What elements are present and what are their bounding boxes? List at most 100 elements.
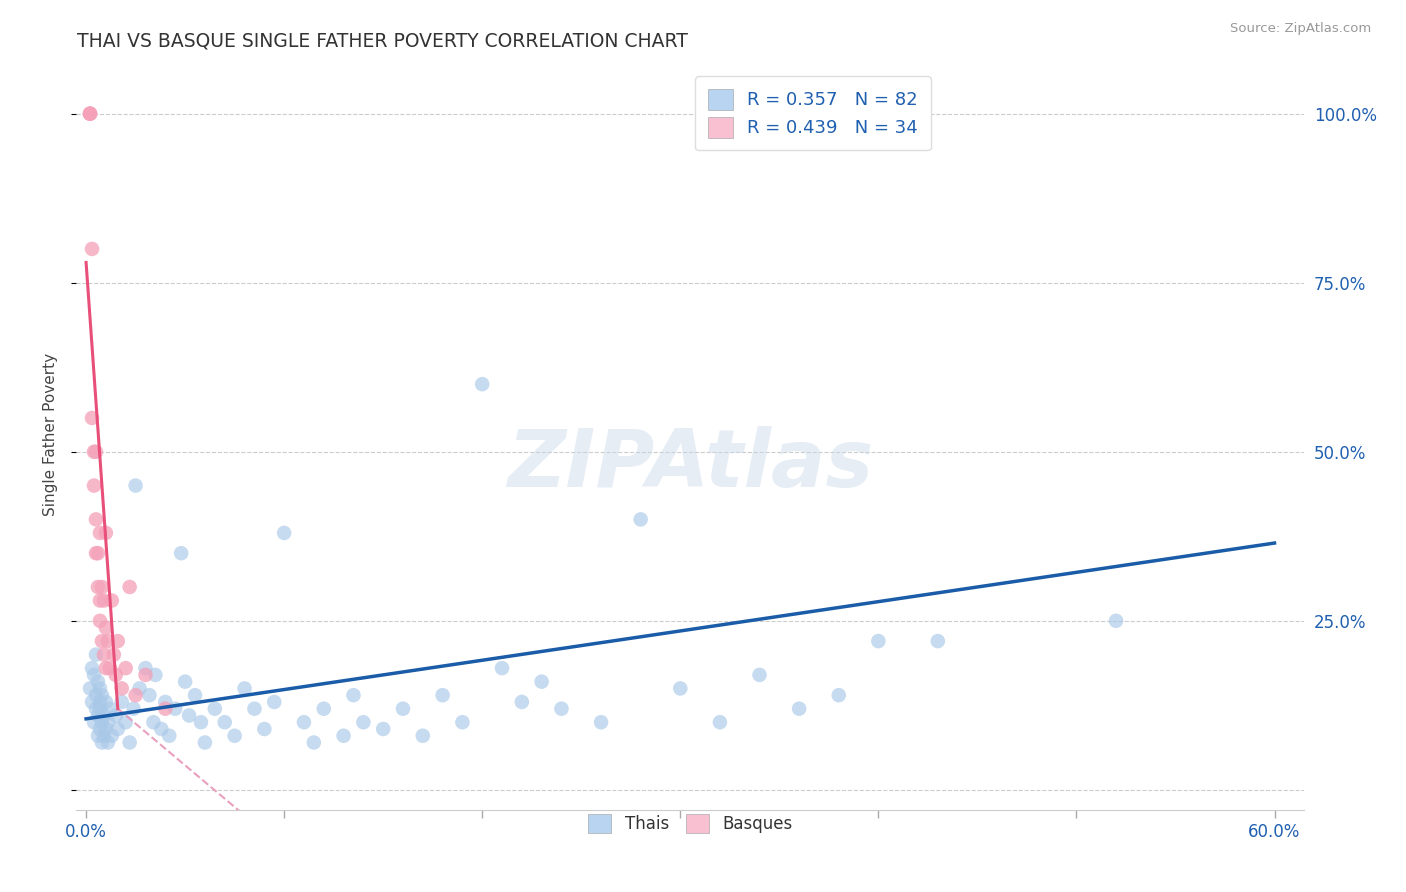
Point xyxy=(204,702,226,716)
Point xyxy=(80,661,103,675)
Point xyxy=(98,702,121,716)
Point xyxy=(89,593,111,607)
Point xyxy=(111,695,134,709)
Point xyxy=(118,580,141,594)
Point xyxy=(79,106,101,120)
Point xyxy=(114,715,136,730)
Legend: Thais, Basques: Thais, Basques xyxy=(578,804,803,843)
Point xyxy=(134,668,156,682)
Point xyxy=(190,715,212,730)
Point xyxy=(107,634,129,648)
Point xyxy=(103,648,125,662)
Point xyxy=(80,695,103,709)
Point xyxy=(165,702,187,716)
Point xyxy=(194,735,217,749)
Point xyxy=(84,648,107,662)
Text: ZIPAtlas: ZIPAtlas xyxy=(508,425,873,504)
Point xyxy=(530,674,553,689)
Point xyxy=(90,735,112,749)
Point xyxy=(87,580,110,594)
Point xyxy=(90,715,112,730)
Point xyxy=(253,722,276,736)
Point xyxy=(80,242,103,256)
Point xyxy=(550,702,572,716)
Point xyxy=(80,411,103,425)
Point xyxy=(79,681,101,696)
Point xyxy=(927,634,949,648)
Point xyxy=(124,688,146,702)
Point xyxy=(87,674,110,689)
Point xyxy=(93,729,115,743)
Point xyxy=(868,634,890,648)
Point xyxy=(312,702,335,716)
Text: Source: ZipAtlas.com: Source: ZipAtlas.com xyxy=(1230,22,1371,36)
Point xyxy=(292,715,315,730)
Point xyxy=(174,674,197,689)
Point xyxy=(118,735,141,749)
Point xyxy=(122,702,145,716)
Point xyxy=(89,722,111,736)
Point xyxy=(90,688,112,702)
Point xyxy=(224,729,246,743)
Point xyxy=(104,708,127,723)
Point xyxy=(392,702,415,716)
Point xyxy=(84,546,107,560)
Text: THAI VS BASQUE SINGLE FATHER POVERTY CORRELATION CHART: THAI VS BASQUE SINGLE FATHER POVERTY COR… xyxy=(77,31,688,50)
Point xyxy=(709,715,731,730)
Point xyxy=(263,695,285,709)
Point xyxy=(142,715,165,730)
Point xyxy=(170,546,193,560)
Point xyxy=(107,722,129,736)
Point xyxy=(89,614,111,628)
Point xyxy=(589,715,612,730)
Point xyxy=(83,478,105,492)
Point xyxy=(84,512,107,526)
Point xyxy=(94,525,117,540)
Point xyxy=(89,681,111,696)
Point xyxy=(94,661,117,675)
Point xyxy=(177,708,200,723)
Point xyxy=(101,593,124,607)
Point xyxy=(90,580,112,594)
Point xyxy=(157,729,180,743)
Point xyxy=(97,715,120,730)
Point xyxy=(787,702,810,716)
Point xyxy=(79,106,101,120)
Point xyxy=(84,444,107,458)
Point xyxy=(104,668,127,682)
Point xyxy=(432,688,454,702)
Point xyxy=(150,722,173,736)
Point xyxy=(352,715,374,730)
Point xyxy=(630,512,652,526)
Point xyxy=(471,377,494,392)
Point xyxy=(97,634,120,648)
Point xyxy=(491,661,513,675)
Point xyxy=(145,668,167,682)
Point xyxy=(332,729,354,743)
Point xyxy=(373,722,395,736)
Point xyxy=(302,735,325,749)
Point xyxy=(87,546,110,560)
Point xyxy=(510,695,533,709)
Point xyxy=(98,661,121,675)
Point xyxy=(89,702,111,716)
Point xyxy=(84,702,107,716)
Point xyxy=(128,681,150,696)
Point xyxy=(828,688,851,702)
Point xyxy=(451,715,474,730)
Point xyxy=(233,681,256,696)
Point xyxy=(134,661,156,675)
Point xyxy=(84,688,107,702)
Point xyxy=(114,661,136,675)
Y-axis label: Single Father Poverty: Single Father Poverty xyxy=(44,353,58,516)
Point xyxy=(89,695,111,709)
Point xyxy=(184,688,207,702)
Point xyxy=(83,715,105,730)
Point xyxy=(155,702,177,716)
Point xyxy=(93,593,115,607)
Point xyxy=(94,621,117,635)
Point xyxy=(87,708,110,723)
Point xyxy=(412,729,434,743)
Point xyxy=(83,668,105,682)
Point xyxy=(342,688,364,702)
